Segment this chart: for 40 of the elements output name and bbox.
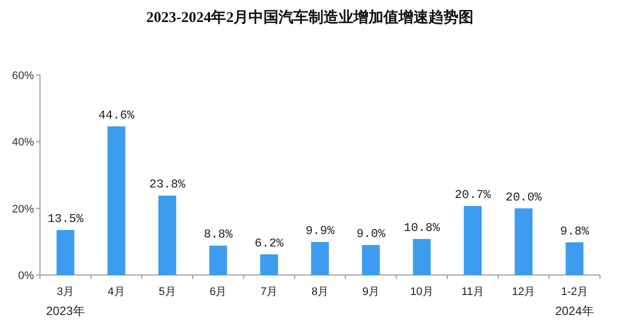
x-tick-label: 10月 [410,286,434,298]
data-label: 10.8% [404,221,441,235]
bar [464,206,482,275]
chart-title: 2023-2024年2月中国汽车制造业增加值增速趋势图 [146,8,474,26]
data-label: 8.8% [204,228,234,242]
data-label: 13.5% [47,212,84,226]
data-label: 20.7% [454,188,492,202]
bar [311,242,329,275]
bar [56,230,74,275]
y-tick-label: 40% [12,136,34,149]
y-tick-label: 20% [12,203,34,216]
x-tick-label: 9月 [362,286,380,298]
x-tick-label: 7月 [260,286,278,298]
text: 2024年 [555,304,594,318]
x-tick-label: 1-2月 [561,286,588,298]
data-label: 9.9% [306,224,336,238]
x-tick-label: 6月 [210,286,227,298]
y-tick-label: 60% [12,70,34,82]
bar [107,126,126,275]
x-tick-label: 3月 [56,286,74,298]
y-tick-label: 0% [18,270,34,282]
x-tick-label: 8月 [311,286,329,298]
x-tick-label: 4月 [108,286,125,298]
bar [209,246,228,275]
data-label: 20.0% [506,190,542,204]
bar [566,242,584,275]
bar [514,208,533,275]
x-tick-label: 5月 [158,286,176,298]
data-label: 44.6% [98,108,136,122]
data-label: 9.8% [560,224,590,238]
bar [260,254,278,275]
x-tick-label: 12月 [512,286,536,298]
text: 2023年 [46,304,85,318]
data-label: 23.8% [149,178,186,192]
bar [362,245,380,275]
bar [158,196,176,275]
data-label: 6.2% [254,236,284,250]
data-label: 9.0% [356,227,386,241]
bar [412,239,431,275]
x-tick-label: 11月 [462,286,484,298]
